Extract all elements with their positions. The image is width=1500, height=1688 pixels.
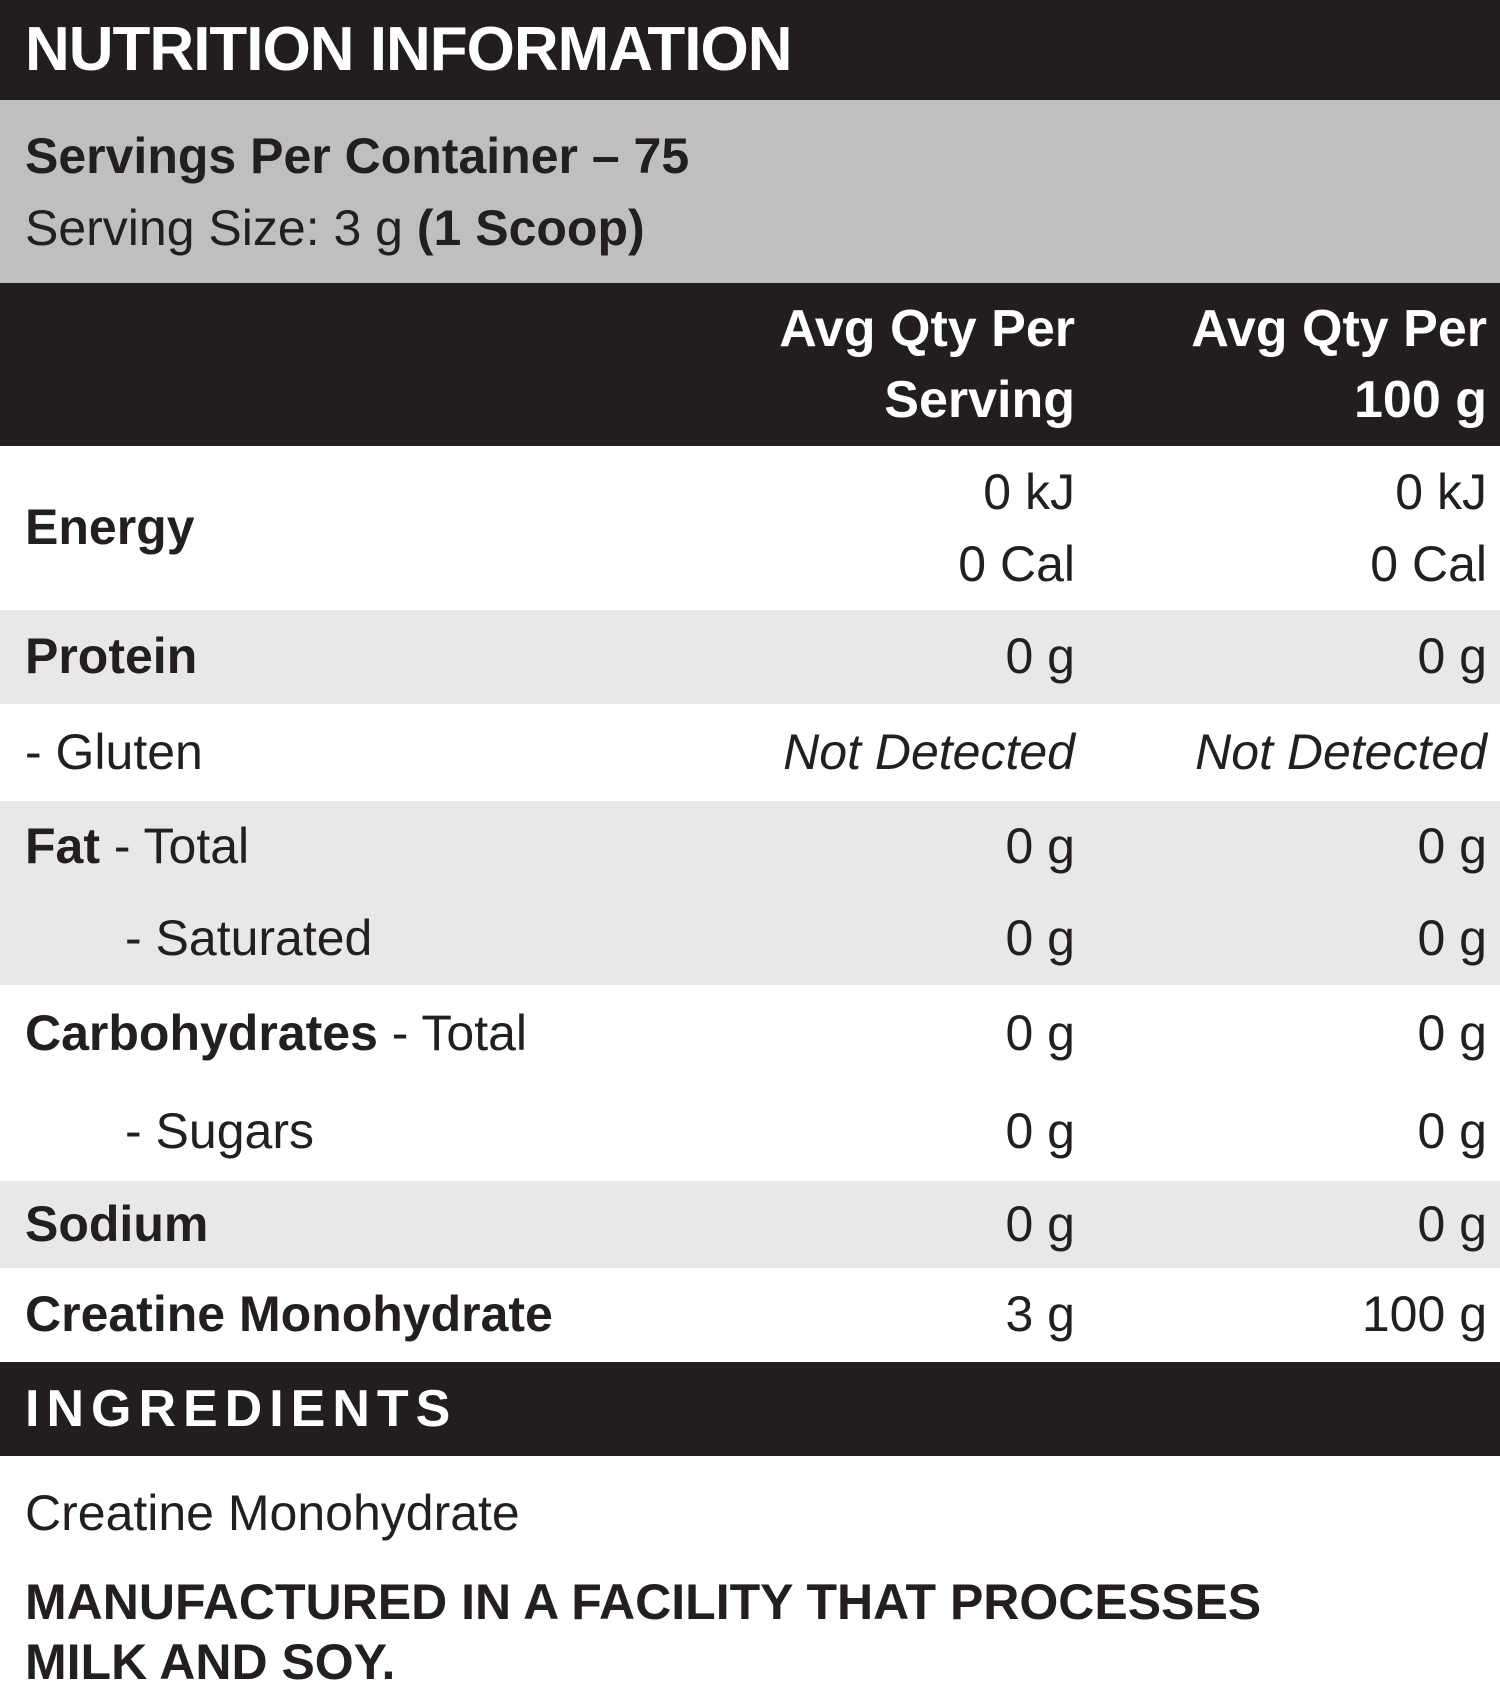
table-row-sodium: Sodium 0 g 0 g [0, 1181, 1500, 1268]
row-label: Energy [25, 499, 195, 556]
value-per-100g: 100 g [1361, 1286, 1487, 1343]
value-per-100g: 0 g [1417, 628, 1487, 685]
value-per-100g: 0 g [1417, 1103, 1487, 1160]
value-per-serving: 0 g [1005, 1103, 1075, 1160]
per-100g-header-line1: Avg Qty Per [1191, 299, 1487, 358]
value-per-serving: 0 g [1005, 1005, 1075, 1062]
table-row-sugars: - Sugars 0 g 0 g [0, 1083, 1500, 1181]
serving-size-text: Serving Size: 3 g [25, 199, 417, 256]
row-label: Carbohydrates [25, 1005, 378, 1062]
value-per-serving: 0 g [1005, 818, 1075, 875]
per-100g-header-line2: 100 g [1354, 370, 1487, 429]
row-label: Creatine Monohydrate [25, 1286, 553, 1343]
table-row-saturated: - Saturated 0 g 0 g [0, 893, 1500, 985]
page-title: NUTRITION INFORMATION [25, 15, 793, 84]
row-label: - Sugars [125, 1103, 314, 1160]
ingredients-heading: INGREDIENTS [25, 1380, 458, 1438]
allergen-statement: MANUFACTURED IN A FACILITY THAT PROCESSE… [25, 1574, 1262, 1688]
table-row-carbohydrates-total: Carbohydrates - Total 0 g 0 g [0, 985, 1500, 1083]
per-serving-header-line2: Serving [884, 370, 1075, 429]
value-per-serving: 0 kJ 0 Cal [958, 464, 1075, 592]
column-header-per-100g: Avg Qty Per 100 g [1075, 294, 1487, 436]
value-per-100g: 0 g [1417, 1005, 1487, 1062]
value-per-serving: Not Detected [783, 723, 1075, 780]
value-per-100g: 0 g [1417, 1195, 1487, 1252]
value-per-100g: 0 kJ 0 Cal [1370, 464, 1487, 592]
row-label: Fat [25, 818, 100, 875]
value-per-100g: 0 g [1417, 910, 1487, 967]
row-label-suffix: - Total [100, 818, 250, 875]
table-row-creatine-monohydrate: Creatine Monohydrate 3 g 100 g [0, 1268, 1500, 1362]
value-per-serving: 0 g [1005, 910, 1075, 967]
servings-section: Servings Per Container – 75 Serving Size… [0, 100, 1500, 283]
ingredients-bar: INGREDIENTS [0, 1362, 1500, 1456]
serving-size: Serving Size: 3 g (1 Scoop) [25, 198, 1500, 258]
table-row-protein: Protein 0 g 0 g [0, 610, 1500, 704]
value-per-serving: 0 g [1005, 1195, 1075, 1252]
value-per-100g: 0 g [1417, 818, 1487, 875]
table-row-energy: Energy 0 kJ 0 Cal 0 kJ 0 Cal [0, 446, 1500, 610]
bottom-section: Creatine Monohydrate MANUFACTURED IN A F… [0, 1456, 1500, 1688]
column-header-per-serving: Avg Qty Per Serving [775, 294, 1075, 436]
row-label-suffix: - Total [377, 1005, 528, 1062]
table-row-fat-total: Fat - Total 0 g 0 g [0, 801, 1500, 893]
column-header-bar: Avg Qty Per Serving Avg Qty Per 100 g [0, 283, 1500, 446]
value-per-serving: 3 g [1005, 1286, 1075, 1343]
row-label: Sodium [25, 1195, 209, 1252]
row-label: - Saturated [125, 910, 373, 967]
serving-size-scoop: (1 Scoop) [416, 199, 645, 256]
per-serving-header-line1: Avg Qty Per [779, 299, 1075, 358]
row-label: - Gluten [25, 723, 203, 780]
value-per-serving: 0 g [1005, 628, 1075, 685]
value-per-100g: Not Detected [1195, 723, 1487, 780]
row-label: Protein [25, 628, 198, 685]
table-row-gluten: - Gluten Not Detected Not Detected [0, 704, 1500, 801]
title-bar: NUTRITION INFORMATION [0, 0, 1500, 100]
ingredients-list: Creatine Monohydrate [25, 1485, 520, 1541]
servings-per-container: Servings Per Container – 75 [25, 127, 690, 184]
